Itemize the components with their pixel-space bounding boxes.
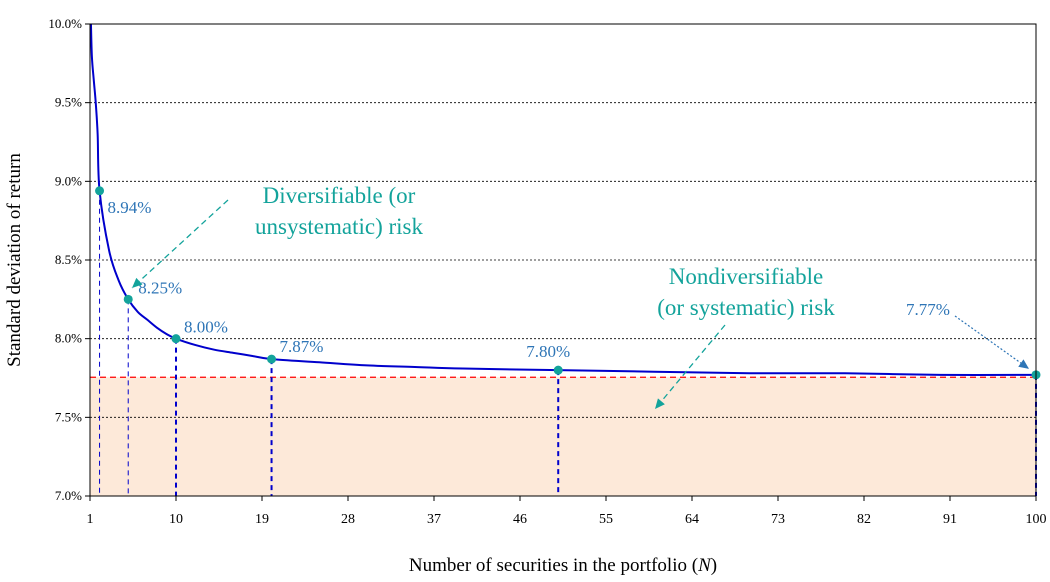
- data-labels: 8.94% 8.25% 8.00% 7.87% 7.80% 7.77%: [108, 198, 950, 361]
- data-point-marker: [95, 186, 105, 196]
- y-tick-label: 9.0%: [55, 173, 82, 188]
- y-axis-title: Standard deviation of return: [4, 153, 25, 367]
- data-label-arrow: [954, 315, 1030, 370]
- x-tick-label: 46: [513, 512, 527, 527]
- annotation-line: unsystematic) risk: [255, 214, 423, 239]
- x-axis-ticks: 1 10 19 28 37 46 55 64 73 82 91 100: [87, 496, 1047, 527]
- y-tick-label: 10.0%: [48, 16, 82, 31]
- x-tick-label: 28: [341, 512, 355, 527]
- x-tick-label: 37: [427, 512, 441, 527]
- diversifiable-risk-annotation: Diversifiable (or unsystematic) risk: [255, 183, 423, 239]
- x-tick-label: 73: [771, 512, 785, 527]
- x-tick-label: 91: [943, 512, 957, 527]
- x-tick-label: 1: [87, 512, 94, 527]
- y-tick-label: 7.0%: [55, 488, 82, 503]
- data-markers: [95, 186, 1041, 380]
- nondiversifiable-risk-annotation: Nondiversifiable (or systematic) risk: [657, 264, 835, 320]
- y-tick-label: 8.5%: [55, 252, 82, 267]
- data-point-marker: [267, 354, 277, 364]
- x-tick-label: 19: [255, 512, 269, 527]
- data-label: 8.94%: [108, 198, 152, 217]
- data-label: 8.00%: [184, 318, 228, 337]
- x-axis-title-variable: N: [697, 555, 712, 576]
- gridlines: [90, 102, 1036, 418]
- x-tick-label: 10: [169, 512, 183, 527]
- x-tick-label: 82: [857, 512, 871, 527]
- x-tick-label: 55: [599, 512, 613, 527]
- data-point-marker: [123, 294, 133, 304]
- arrowhead: [655, 398, 665, 409]
- x-tick-label: 100: [1026, 512, 1047, 527]
- annotation-line: (or systematic) risk: [657, 295, 835, 320]
- x-axis-title: Number of securities in the portfolio (N…: [409, 555, 717, 576]
- data-label: 7.77%: [906, 300, 950, 319]
- arrowhead: [1018, 359, 1029, 369]
- annotation-line: Diversifiable (or: [263, 183, 416, 208]
- annotation-arrows: [131, 199, 1030, 410]
- x-axis-title-suffix: ): [711, 555, 717, 576]
- annotation-line: Nondiversifiable: [669, 264, 824, 289]
- annotation-arrow: [131, 199, 229, 289]
- y-axis-ticks: 7.0% 7.5% 8.0% 8.5% 9.0% 9.5% 10.0%: [48, 16, 90, 503]
- y-tick-label: 8.0%: [55, 331, 82, 346]
- data-point-marker: [171, 334, 181, 344]
- data-label: 7.87%: [280, 337, 324, 356]
- data-label: 7.80%: [526, 342, 570, 361]
- annotations: Diversifiable (or unsystematic) risk Nondi…: [255, 183, 835, 320]
- y-tick-label: 9.5%: [55, 95, 82, 110]
- annotation-arrow: [654, 324, 726, 410]
- arrowhead: [132, 277, 143, 288]
- y-tick-label: 7.5%: [55, 409, 82, 424]
- x-axis-title-prefix: Number of securities in the portfolio (: [409, 555, 698, 576]
- x-tick-label: 64: [685, 512, 699, 527]
- data-label: 8.25%: [138, 278, 182, 297]
- systematic-risk-shaded-area: [90, 377, 1036, 496]
- data-point-marker: [553, 365, 563, 375]
